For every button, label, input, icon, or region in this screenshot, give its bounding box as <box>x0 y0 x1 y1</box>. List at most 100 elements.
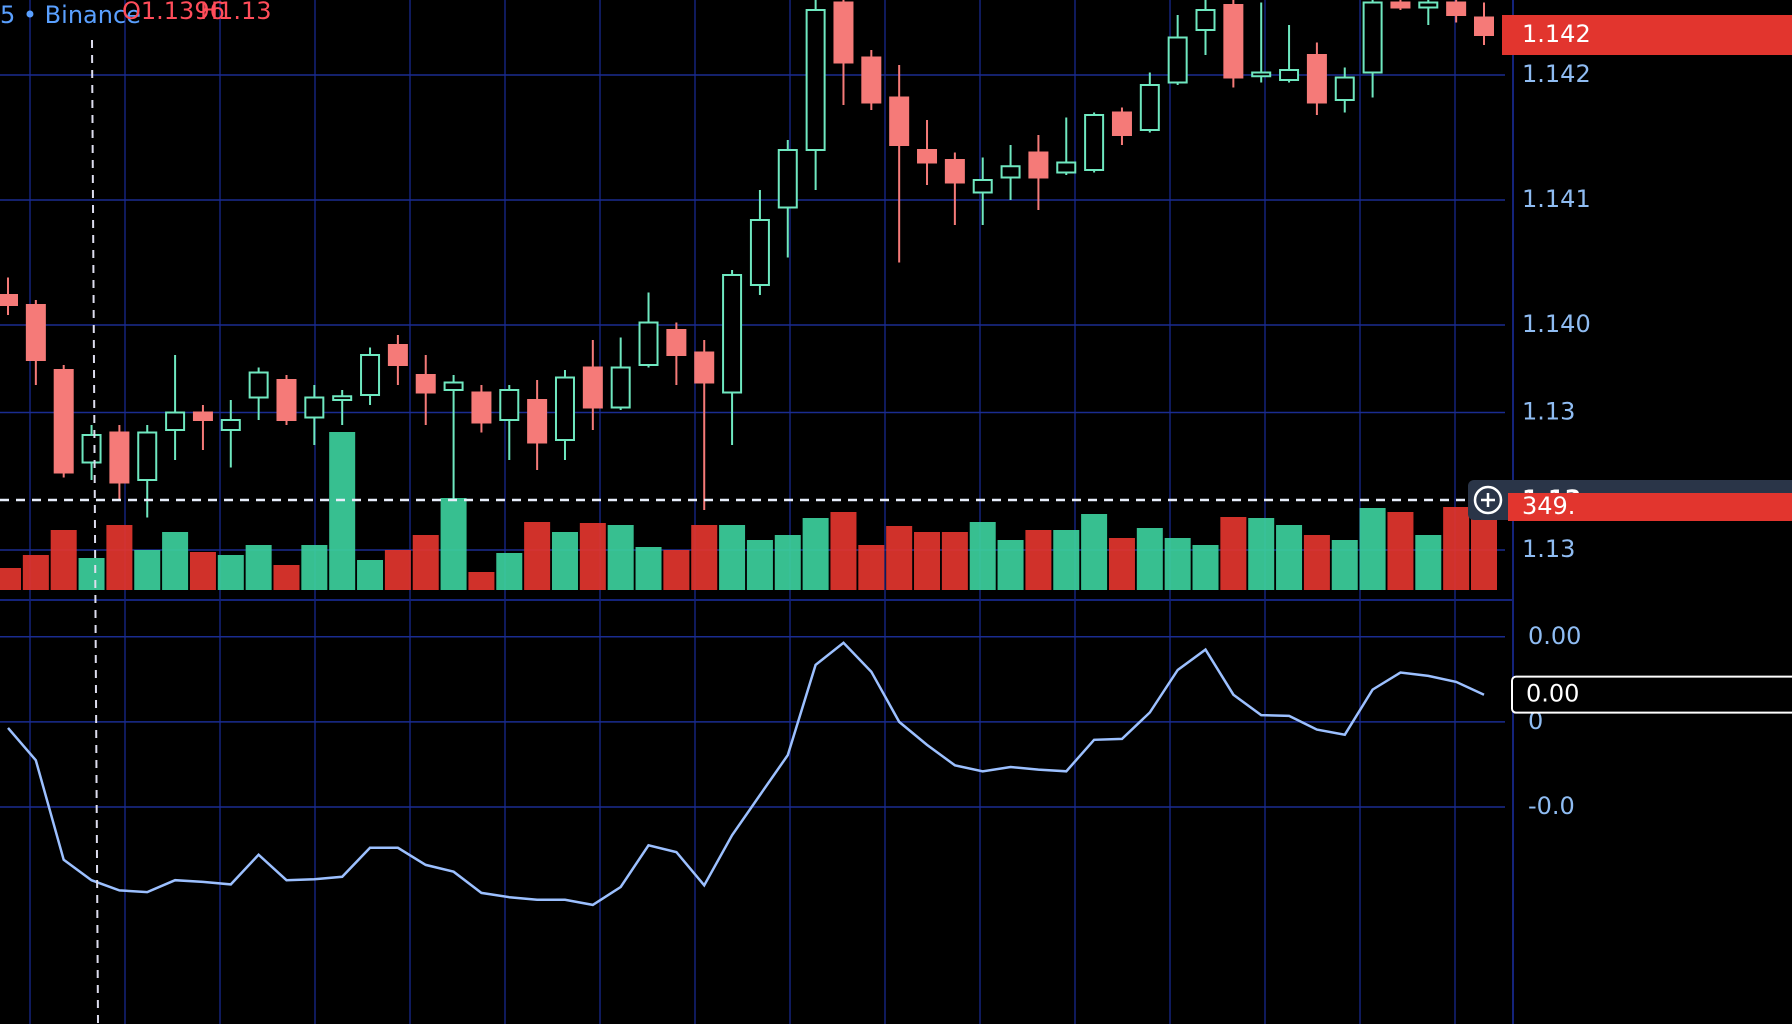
candle-body <box>944 159 965 184</box>
y-tick-label: 1.140 <box>1522 310 1591 338</box>
volume-bar <box>384 550 411 590</box>
indicator-tag <box>1511 675 1792 714</box>
volume-bar <box>357 560 384 590</box>
candle-body <box>777 149 798 209</box>
volume-bar <box>1331 540 1358 590</box>
volume-bar <box>162 532 189 590</box>
volume-bar <box>189 552 216 590</box>
volume-bar <box>1359 508 1386 590</box>
volume-bar <box>635 547 662 590</box>
volume-bar <box>914 532 941 590</box>
candle-body <box>1084 114 1105 171</box>
plot <box>0 0 1497 907</box>
candle-body <box>889 96 910 146</box>
volume-bar <box>0 568 21 590</box>
candle-body <box>0 294 18 306</box>
candle-body <box>304 396 325 419</box>
volume-bar <box>1192 545 1219 590</box>
volume-bar <box>858 545 885 590</box>
volume-bar <box>1303 535 1330 590</box>
candle-body <box>443 381 464 391</box>
candle-body <box>1334 76 1355 101</box>
volume-bar <box>1164 538 1191 590</box>
candle-body <box>25 304 46 361</box>
volume-bar <box>607 525 634 590</box>
volume-bar <box>1025 530 1052 590</box>
volume-bar <box>1471 507 1497 590</box>
candle-body <box>499 389 520 421</box>
volume-bar <box>524 522 551 590</box>
volume-bar <box>746 540 773 590</box>
volume-bar <box>468 572 495 590</box>
volume-bar <box>1443 507 1470 590</box>
candle-body <box>1362 1 1383 74</box>
candle-body <box>1195 9 1216 31</box>
volume-label: 349. <box>1522 492 1575 520</box>
candle-body <box>471 391 492 424</box>
volume-bar <box>830 512 857 590</box>
volume-bar <box>886 526 913 590</box>
volume-bar <box>663 550 690 590</box>
candle-body <box>861 56 882 104</box>
volume-bar <box>719 525 746 590</box>
candle-body <box>1223 4 1244 79</box>
last-price-tag <box>1502 15 1792 55</box>
volume-bar <box>1387 512 1414 590</box>
candle-body <box>610 366 631 409</box>
volume-bar <box>217 555 244 590</box>
y-tick-label: 1.142 <box>1522 60 1591 88</box>
candle-body <box>192 411 213 421</box>
indicator-line <box>7 641 1485 907</box>
candle-body <box>1418 1 1439 9</box>
candle-body <box>1279 69 1300 81</box>
volume-bar <box>1053 530 1080 590</box>
candle-body <box>972 179 993 194</box>
candle-body <box>276 379 297 421</box>
y-tick-label: 1.141 <box>1522 185 1591 213</box>
candle-body <box>554 376 575 441</box>
volume-bar <box>941 532 968 590</box>
volume-bar <box>1081 514 1108 590</box>
volume-bar <box>579 523 606 590</box>
y-tick-label: 0 <box>1528 707 1543 735</box>
candle-body <box>109 431 130 484</box>
volume-bar <box>273 565 300 590</box>
volume-bar <box>802 518 829 590</box>
volume-bar <box>106 525 133 590</box>
volume-bar <box>997 540 1024 590</box>
candle-body <box>749 219 770 286</box>
volume-bar <box>440 498 467 590</box>
candle-body <box>415 374 436 394</box>
candle-body <box>582 366 603 409</box>
candle-body <box>1056 161 1077 174</box>
symbol-header: 5 • Binance <box>0 1 141 29</box>
volume-bar <box>1415 535 1442 590</box>
candle-body <box>1139 84 1160 131</box>
candle-body <box>1251 71 1272 78</box>
volume-bar <box>78 558 105 590</box>
open-header: O1.1396 <box>122 0 225 25</box>
candle-body <box>1446 1 1467 16</box>
volume-bar <box>134 550 161 590</box>
candle-body <box>722 274 743 394</box>
last-price-label: 1.142 <box>1522 20 1591 48</box>
y-tick-label: 1.13 <box>1522 398 1575 426</box>
volume-bar <box>245 545 272 590</box>
volume-tag <box>1508 493 1792 521</box>
crosshair-add-icon[interactable] <box>1473 485 1503 515</box>
volume-bar <box>551 532 578 590</box>
volume-bar <box>691 525 718 590</box>
candle-body <box>1111 111 1132 136</box>
candle-body <box>1167 36 1188 84</box>
crosshair-add-plus <box>1481 493 1495 507</box>
candle-body <box>805 9 826 151</box>
volume-bar <box>412 535 439 590</box>
volume-bar <box>1136 528 1163 590</box>
candle-body <box>694 351 715 384</box>
candle-body <box>332 395 353 401</box>
candle-body <box>220 419 241 431</box>
candle-body <box>165 411 186 431</box>
volume-bar <box>1248 518 1275 590</box>
